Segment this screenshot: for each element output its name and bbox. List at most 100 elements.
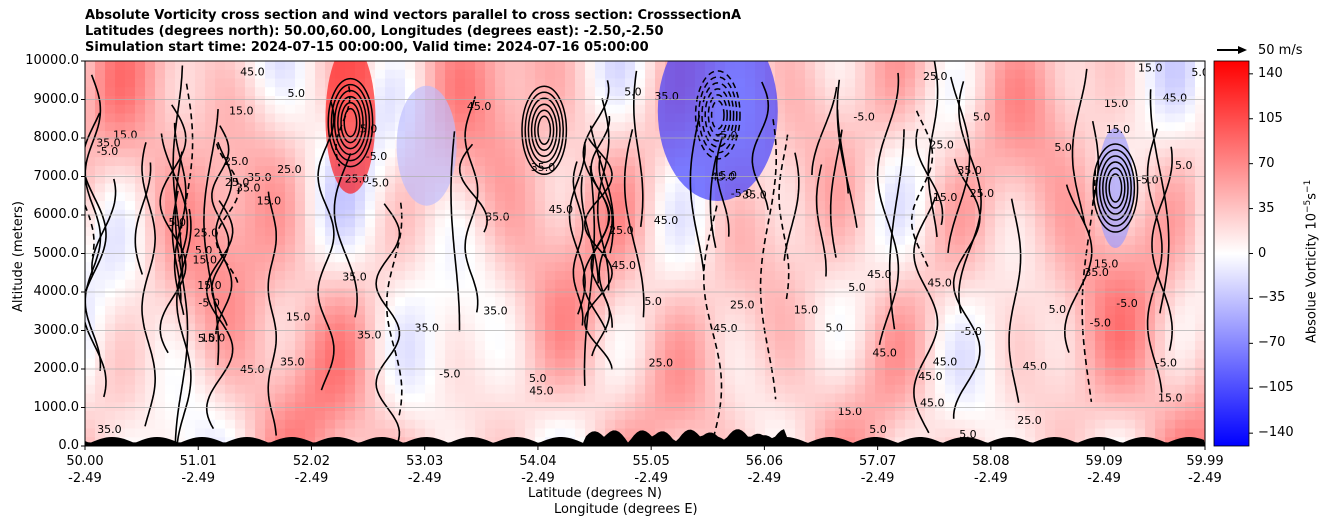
heat-cell	[105, 262, 116, 272]
heat-cell	[965, 157, 976, 167]
heat-cell	[1025, 244, 1036, 255]
heat-cell	[685, 227, 696, 237]
heat-cell	[265, 192, 276, 202]
heat-cell	[395, 236, 406, 246]
heat-cell	[1145, 122, 1156, 132]
heat-cell	[1155, 332, 1166, 342]
vorticity-core	[396, 85, 457, 206]
heat-cell	[425, 262, 436, 272]
heat-cell	[955, 209, 966, 220]
heat-cell	[985, 131, 996, 141]
heat-cell	[965, 306, 976, 316]
heat-cell	[595, 341, 606, 351]
heat-cell	[95, 376, 106, 386]
heat-cell	[845, 402, 856, 412]
heat-cell	[455, 341, 466, 351]
heat-cell	[395, 244, 406, 255]
heat-cell	[1175, 349, 1186, 360]
heat-cell	[385, 166, 396, 176]
heat-cell	[315, 306, 326, 316]
heat-cell	[695, 419, 706, 430]
heat-cell	[255, 332, 266, 342]
heat-cell	[935, 271, 946, 281]
heat-cell	[1145, 323, 1156, 333]
heat-cell	[625, 349, 636, 360]
heat-cell	[1055, 253, 1066, 263]
heat-cell	[955, 174, 966, 185]
heat-cell	[485, 341, 496, 351]
heat-cell	[695, 384, 706, 395]
contour-line	[583, 165, 596, 386]
heat-cell	[605, 209, 616, 220]
heat-cell	[125, 367, 136, 377]
heat-cell	[145, 236, 156, 246]
heat-cell	[975, 139, 986, 150]
heat-cell	[985, 271, 996, 281]
heat-cell	[905, 122, 916, 132]
heat-cell	[595, 376, 606, 386]
heat-cell	[215, 428, 226, 438]
heat-cell	[985, 148, 996, 158]
heat-cell	[205, 174, 216, 185]
heat-cell	[855, 183, 866, 193]
heat-cell	[745, 227, 756, 237]
heat-cell	[1095, 384, 1106, 395]
heat-cell	[705, 411, 716, 421]
heat-cell	[1085, 306, 1096, 316]
heat-cell	[1185, 323, 1196, 333]
heat-cell	[935, 367, 946, 377]
heat-cell	[845, 183, 856, 193]
heat-cell	[455, 349, 466, 360]
heat-cell	[385, 201, 396, 211]
heat-cell	[615, 376, 626, 386]
heat-cell	[1065, 279, 1076, 290]
heat-cell	[335, 428, 346, 438]
heat-cell	[415, 384, 426, 395]
heat-cell	[885, 201, 896, 211]
heat-cell	[115, 236, 126, 246]
heat-cell	[655, 148, 666, 158]
heat-cell	[445, 288, 456, 298]
heat-cell	[455, 288, 466, 298]
heat-cell	[115, 419, 126, 430]
heat-cell	[825, 411, 836, 421]
heat-cell	[875, 411, 886, 421]
heat-cell	[105, 428, 116, 438]
heat-cell	[745, 376, 756, 386]
heat-cell	[915, 253, 926, 263]
heat-cell	[805, 262, 816, 272]
heat-cell	[1015, 279, 1026, 290]
heat-cell	[1025, 323, 1036, 333]
heat-cell	[905, 201, 916, 211]
heat-cell	[1025, 332, 1036, 342]
heat-cell	[465, 419, 476, 430]
heat-cell	[385, 428, 396, 438]
heat-cell	[905, 236, 916, 246]
heat-cell	[965, 367, 976, 377]
heat-cell	[1165, 384, 1176, 395]
heat-cell	[605, 419, 616, 430]
heat-cell	[85, 78, 96, 88]
heat-cell	[1175, 411, 1186, 421]
heat-cell	[795, 209, 806, 220]
heat-cell	[225, 306, 236, 316]
heat-cell	[335, 306, 346, 316]
heat-cell	[1145, 113, 1156, 123]
heat-cell	[1005, 236, 1016, 246]
heat-cell	[785, 297, 796, 307]
heat-cell	[1005, 393, 1016, 403]
heat-cell	[495, 411, 506, 421]
heat-cell	[885, 122, 896, 132]
heat-cell	[1005, 96, 1016, 106]
heat-cell	[95, 411, 106, 421]
heat-cell	[475, 314, 486, 325]
heat-cell	[685, 393, 696, 403]
heat-cell	[1165, 122, 1176, 132]
heat-cell	[1055, 244, 1066, 255]
heat-cell	[755, 323, 766, 333]
heat-cell	[585, 174, 596, 185]
heat-cell	[495, 236, 506, 246]
heat-cell	[855, 244, 866, 255]
heat-cell	[795, 349, 806, 360]
heat-cell	[535, 78, 546, 88]
